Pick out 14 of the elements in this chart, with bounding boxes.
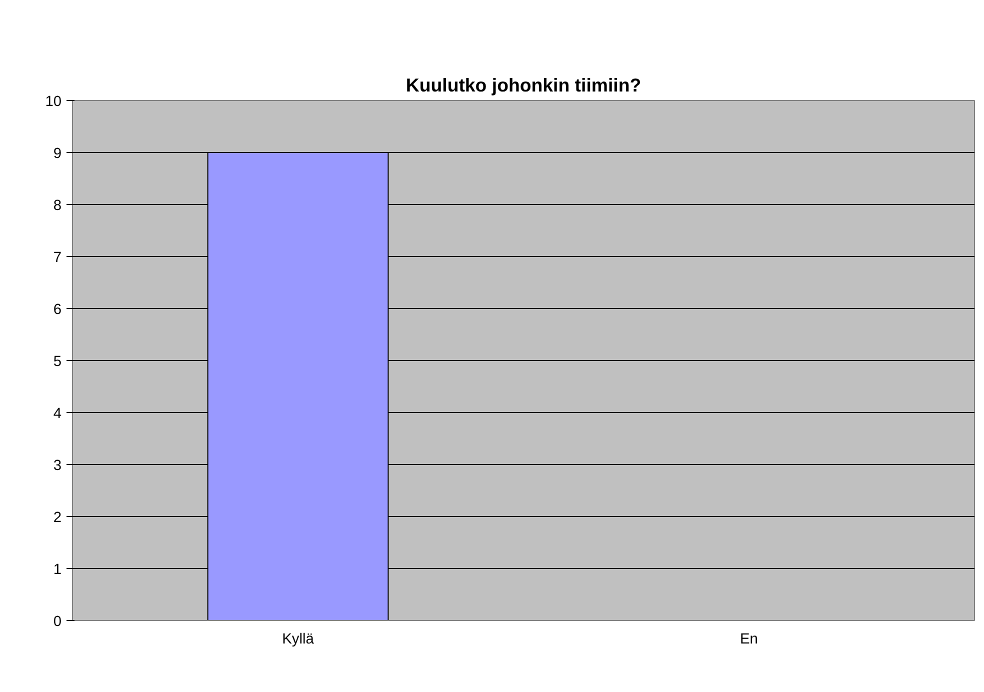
y-tick-label: 10 [45,94,62,110]
x-tick-label: Kyllä [282,632,315,648]
y-tick-label: 1 [53,562,62,578]
y-tick-label: 0 [53,614,62,630]
chart-title: Kuulutko johonkin tiimiin? [406,74,642,96]
y-tick-label: 4 [53,406,62,422]
x-tick-label: En [740,632,758,648]
y-tick-label: 7 [53,250,62,266]
y-tick-label: 9 [53,146,62,162]
y-tick-label: 5 [53,354,62,370]
y-tick-label: 6 [53,302,62,318]
y-tick-label: 2 [53,510,62,526]
y-tick-label: 3 [53,458,62,474]
y-tick-label: 8 [53,198,62,214]
